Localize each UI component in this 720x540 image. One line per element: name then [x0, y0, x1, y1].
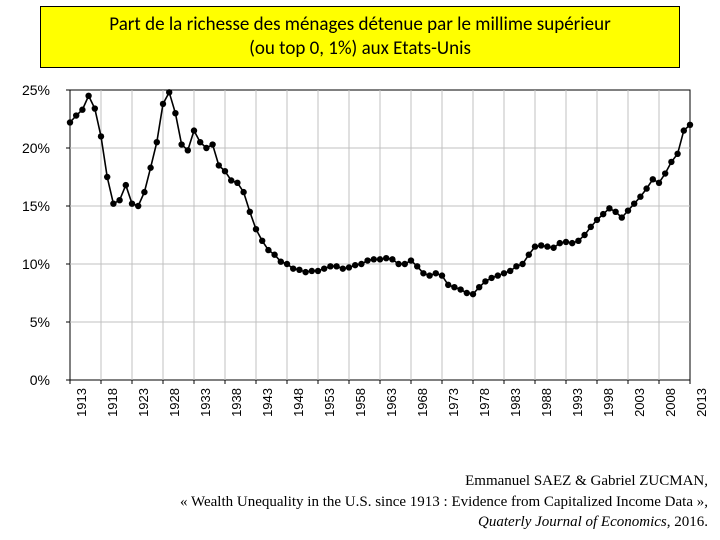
citation-block: Emmanuel SAEZ & Gabriel ZUCMAN, « Wealth… — [12, 471, 708, 532]
y-tick-label: 15% — [0, 198, 50, 214]
x-tick-label: 1928 — [167, 388, 182, 417]
x-tick-label: 1993 — [570, 388, 585, 417]
title-line-1: Part de la richesse des ménages détenue … — [109, 13, 610, 36]
y-tick-label: 0% — [0, 372, 50, 388]
y-tick-label: 25% — [0, 82, 50, 98]
y-tick-label: 5% — [0, 314, 50, 330]
x-tick-label: 1998 — [601, 388, 616, 417]
x-tick-label: 1953 — [322, 388, 337, 417]
x-tick-label: 1948 — [291, 388, 306, 417]
x-tick-label: 2013 — [694, 388, 709, 417]
y-tick-label: 10% — [0, 256, 50, 272]
x-tick-label: 1968 — [415, 388, 430, 417]
citation-line2: « Wealth Unequality in the U.S. since 19… — [180, 494, 708, 510]
citation-authors: Emmanuel SAEZ & Gabriel ZUCMAN, — [465, 473, 708, 489]
citation-journal: Quaterly Journal of Economics — [478, 514, 667, 530]
x-tick-label: 1913 — [74, 388, 89, 417]
citation-year: , 2016. — [667, 514, 708, 530]
chart-title-box: Part de la richesse des ménages détenue … — [40, 6, 680, 68]
x-tick-label: 2008 — [663, 388, 678, 417]
x-tick-label: 2003 — [632, 388, 647, 417]
x-tick-label: 1978 — [477, 388, 492, 417]
x-tick-label: 1973 — [446, 388, 461, 417]
wealth-share-line-chart — [10, 80, 710, 440]
x-tick-label: 1943 — [260, 388, 275, 417]
y-tick-label: 20% — [0, 140, 50, 156]
x-tick-label: 1923 — [136, 388, 151, 417]
x-tick-label: 1933 — [198, 388, 213, 417]
x-tick-label: 1918 — [105, 388, 120, 417]
x-tick-label: 1963 — [384, 388, 399, 417]
x-tick-label: 1958 — [353, 388, 368, 417]
x-tick-label: 1988 — [539, 388, 554, 417]
x-tick-label: 1983 — [508, 388, 523, 417]
x-tick-label: 1938 — [229, 388, 244, 417]
title-line-2: (ou top 0, 1%) aux Etats-Unis — [249, 37, 471, 60]
chart-container: 0%5%10%15%20%25% 19131918192319281933193… — [10, 80, 710, 460]
